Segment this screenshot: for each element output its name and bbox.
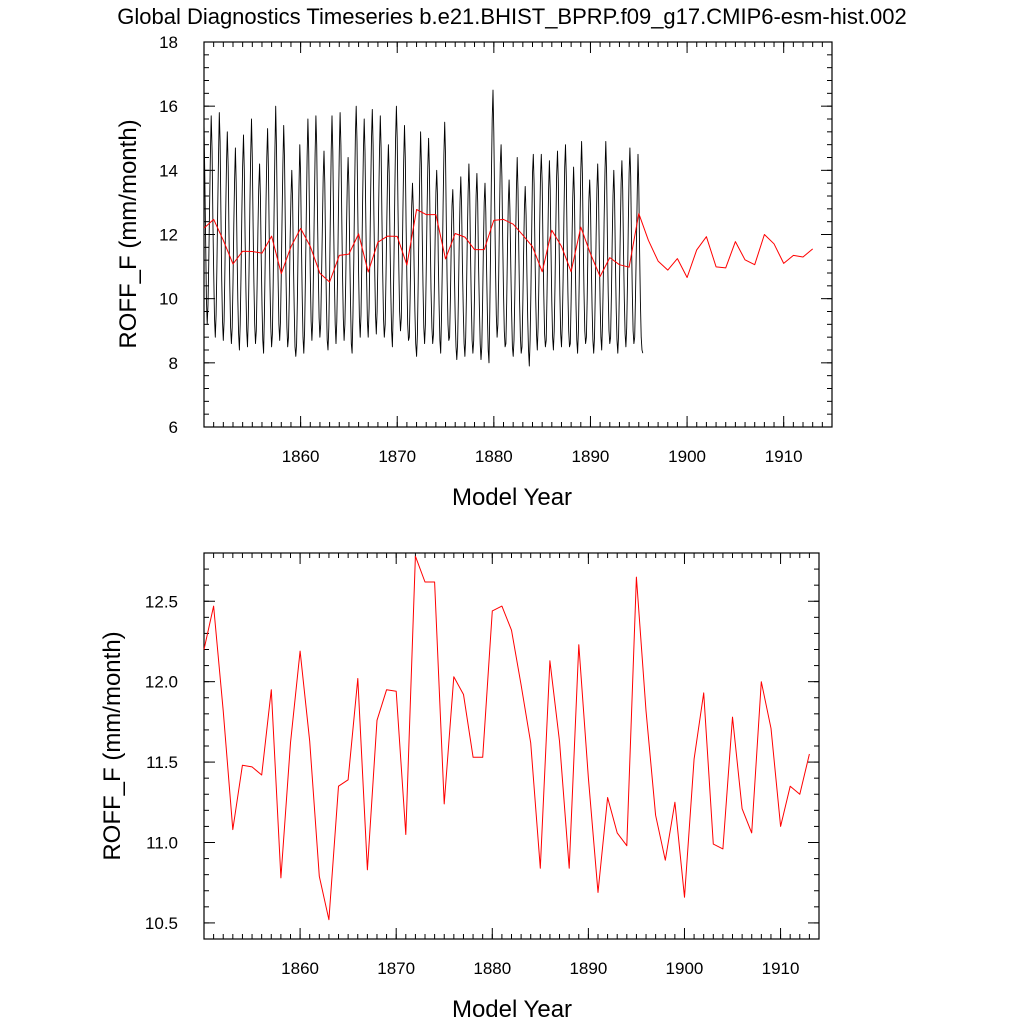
x-tick-label: 1870 <box>378 447 416 466</box>
tick-labels: 1860 1870 1880 1890 1900 1910 6 8 10 12 14 16 18 <box>159 33 803 466</box>
y-axis-label: ROFF_F (mm/month) <box>115 119 142 348</box>
x-tick-label: 1860 <box>281 959 319 978</box>
axis-ticks <box>203 552 820 940</box>
series-line-monthly <box>203 89 644 367</box>
y-tick-label: 10 <box>159 290 178 309</box>
y-tick-label: 10.5 <box>145 914 178 933</box>
x-axis-label: Model Year <box>452 996 572 1023</box>
y-tick-label: 12.5 <box>145 592 178 611</box>
y-tick-label: 18 <box>159 33 178 52</box>
y-tick-label: 8 <box>169 354 178 373</box>
x-tick-label: 1890 <box>572 447 610 466</box>
y-tick-label: 12.0 <box>145 673 178 692</box>
x-tick-label: 1880 <box>475 447 513 466</box>
y-tick-label: 11.0 <box>146 834 178 853</box>
x-axis-label: Model Year <box>452 484 572 511</box>
annual-mean-panel: 1860 1870 1880 1890 1900 1910 10.5 11.0 11.5 12.0… <box>99 552 820 1023</box>
series-line-annual-mean <box>203 209 814 283</box>
figure-title: Global Diagnostics Timeseries b.e21.BHIS… <box>117 4 907 29</box>
monthly-and-annual-panel: 1860 1870 1880 1890 1900 1910 6 8 10 12 14 16 18 Mod… <box>115 33 833 511</box>
x-tick-label: 1900 <box>668 447 706 466</box>
series-lines <box>203 89 814 367</box>
series-line-annual-mean <box>203 555 810 921</box>
x-tick-label: 1900 <box>666 959 704 978</box>
plot-frame <box>203 552 820 940</box>
y-tick-label: 12 <box>159 226 178 245</box>
y-tick-label: 14 <box>159 161 178 180</box>
y-tick-label: 11.5 <box>146 753 178 772</box>
x-tick-label: 1910 <box>765 447 803 466</box>
x-tick-label: 1870 <box>377 959 415 978</box>
axis-ticks <box>203 41 833 428</box>
x-tick-label: 1880 <box>473 959 511 978</box>
x-tick-label: 1890 <box>569 959 607 978</box>
y-tick-label: 6 <box>169 418 178 437</box>
series-lines <box>203 555 810 921</box>
x-tick-label: 1910 <box>762 959 800 978</box>
x-tick-label: 1860 <box>282 447 320 466</box>
y-axis-label: ROFF_F (mm/month) <box>99 631 126 860</box>
tick-labels: 1860 1870 1880 1890 1900 1910 10.5 11.0 11.5 12.0… <box>145 592 800 978</box>
y-tick-label: 16 <box>159 97 178 116</box>
